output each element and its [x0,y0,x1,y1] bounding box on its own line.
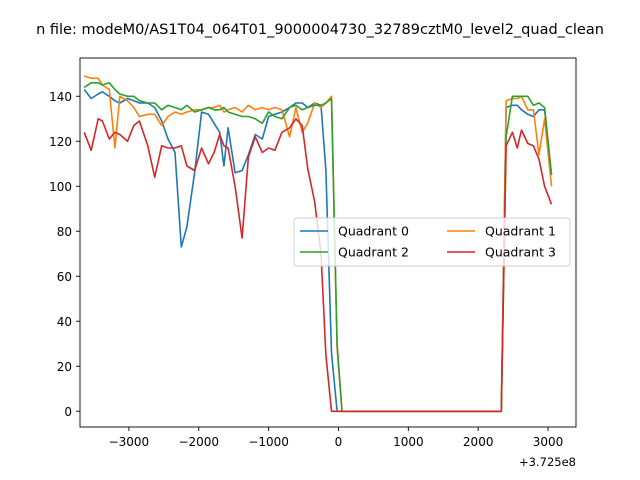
x-tick-label: −2000 [178,435,219,449]
x-tick-label: 1000 [393,435,424,449]
x-offset-label: +3.725e8 [519,455,576,469]
y-tick-label: 140 [49,90,72,104]
y-tick-label: 80 [57,225,72,239]
series-line-quadrant-3 [83,118,553,413]
y-axis: 0 20 40 60 80 100 120 140 [49,90,80,419]
x-axis: −3000 −2000 −1000 0 1000 2000 3000 [109,427,564,449]
chart-title: n file: modeM0/AS1T04_064T01_9000004730_… [36,22,604,38]
legend-label-quadrant-3: Quadrant 3 [485,245,556,260]
legend: Quadrant 0 Quadrant 1 Quadrant 2 Quadrant 3 [293,217,571,267]
y-tick-label: 20 [57,360,72,374]
legend-label-quadrant-0: Quadrant 0 [338,224,409,239]
x-tick-label: −1000 [248,435,289,449]
y-tick-label: 120 [49,135,72,149]
plot-frame [79,57,577,428]
x-tick-label: 3000 [533,435,564,449]
y-tick-label: 100 [49,180,72,194]
y-tick-label: 0 [64,405,72,419]
y-tick-label: 40 [57,315,72,329]
series-lines [83,75,553,413]
y-tick-label: 60 [57,270,72,284]
legend-box [293,217,571,267]
legend-label-quadrant-2: Quadrant 2 [338,245,409,260]
x-tick-label: 2000 [463,435,494,449]
x-tick-label: −3000 [109,435,150,449]
legend-label-quadrant-1: Quadrant 1 [485,224,556,239]
x-tick-label: 0 [335,435,343,449]
